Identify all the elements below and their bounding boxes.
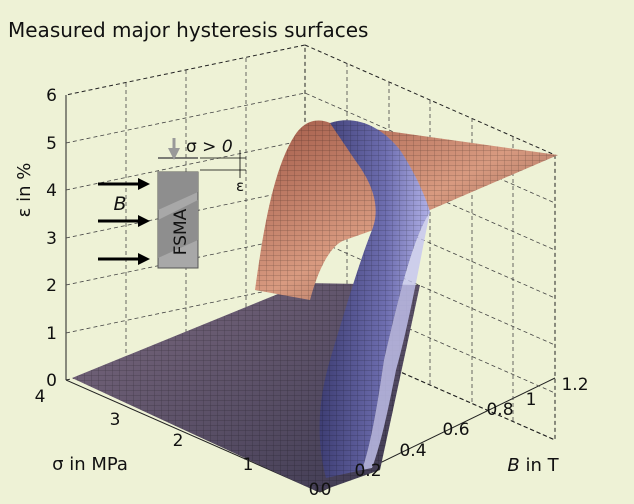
surface-edge-highlight <box>362 212 430 470</box>
surfaces <box>72 120 558 492</box>
field-arrows <box>98 178 150 265</box>
z-tick-label: 3 <box>46 229 57 249</box>
z-tick-label: 4 <box>46 181 57 201</box>
inset-schematic: FSMA B σ > 0 ε <box>98 137 246 269</box>
z-tick-label: 5 <box>46 134 57 154</box>
y-tick-label: 2 <box>173 431 184 451</box>
x-axis-label: B in T <box>507 455 559 476</box>
y-tick-label: 4 <box>35 387 46 407</box>
field-label: B <box>113 193 126 215</box>
z-tick-labels: 0 1 2 3 4 5 6 <box>46 86 57 391</box>
x-tick-label: 1 <box>526 390 537 410</box>
z-tick-label: 1 <box>46 324 57 344</box>
z-axis-label: ε in % <box>14 163 35 218</box>
y-tick-labels: 4 3 2 1 0 <box>35 387 320 500</box>
y-tick-label: 1 <box>243 455 254 475</box>
stress-label: σ > 0 <box>186 137 233 157</box>
z-tick-label: 2 <box>46 276 57 296</box>
x-tick-label: 0.2 <box>354 461 381 481</box>
x-tick-label: 1.2 <box>561 375 588 395</box>
x-tick-label: 0.4 <box>399 441 426 461</box>
stress-arrow <box>168 138 180 160</box>
x-tick-label: 0.6 <box>442 420 469 440</box>
x-tick-label: 0.8 <box>486 400 513 420</box>
y-axis-label: σ in MPa <box>52 454 128 475</box>
strain-label: ε <box>236 177 244 195</box>
y-tick-label: 0 <box>309 480 320 500</box>
x-tick-label: 0 <box>321 480 332 500</box>
z-tick-label: 6 <box>46 86 57 106</box>
chart-title: Measured major hysteresis surfaces <box>8 18 369 42</box>
sample-label: FSMA <box>171 208 191 255</box>
strain-indicator <box>200 150 246 178</box>
y-tick-label: 3 <box>110 410 121 430</box>
sigma-axis-line <box>65 379 321 493</box>
z-tick-label: 0 <box>46 371 57 391</box>
x-tick-labels: 0 0.2 0.4 0.6 0.8 1 1.2 <box>321 375 589 500</box>
